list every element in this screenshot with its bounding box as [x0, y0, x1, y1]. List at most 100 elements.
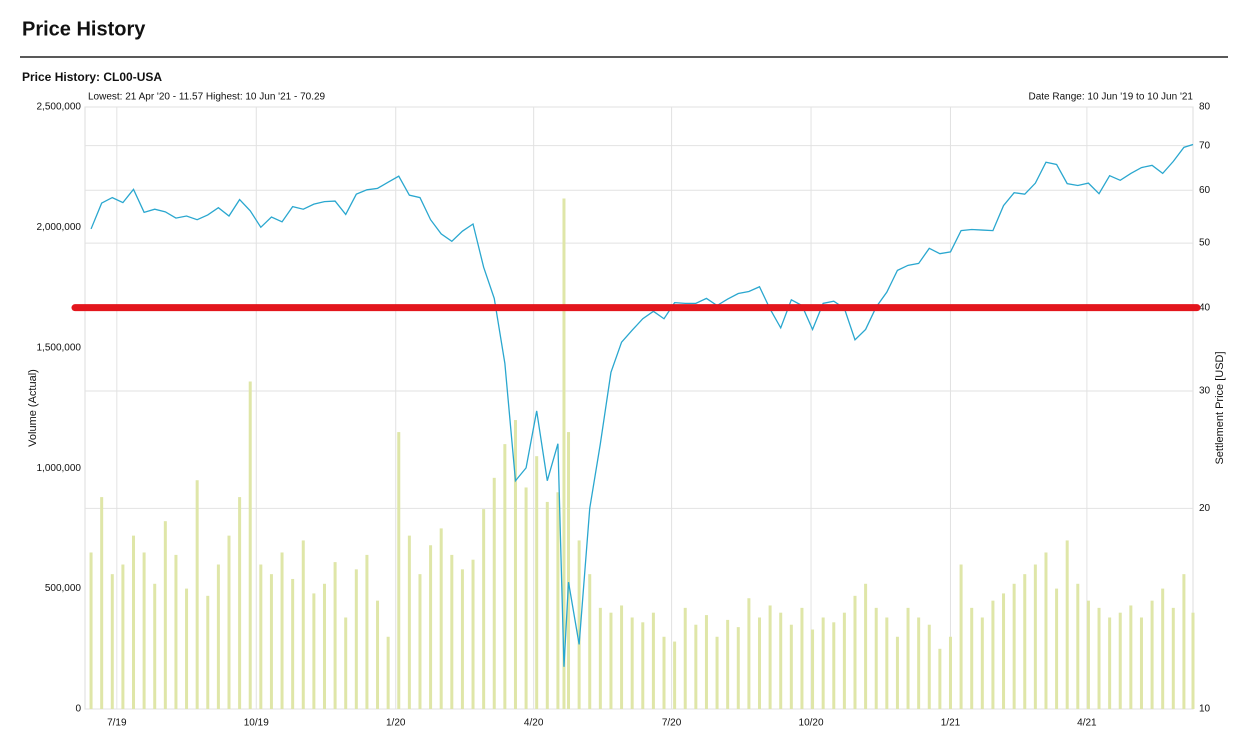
volume-bar: [503, 444, 507, 709]
x-tick-label: 1/20: [386, 718, 406, 729]
volume-bar: [1076, 583, 1080, 709]
volume-bar: [758, 617, 762, 709]
x-tick-label: 7/19: [107, 718, 127, 729]
volume-bar: [959, 564, 963, 709]
volume-bar: [895, 636, 899, 709]
volume-bar: [1065, 540, 1069, 709]
y2-tick-label: 60: [1199, 185, 1211, 196]
y2-tick-label: 50: [1199, 238, 1211, 249]
volume-bar: [683, 607, 687, 709]
volume-bar: [1108, 617, 1112, 709]
volume-bar: [280, 552, 284, 709]
y-axis-label: Volume (Actual): [27, 369, 39, 447]
volume-bar: [630, 617, 634, 709]
volume-bar: [354, 569, 358, 709]
volume-bar: [185, 588, 189, 709]
y-tick-label: 2,000,000: [37, 222, 82, 233]
volume-bar: [906, 607, 910, 709]
volume-bar: [365, 554, 369, 709]
y2-tick-label: 30: [1199, 386, 1211, 397]
volume-bar: [524, 487, 528, 709]
volume-bar: [726, 619, 730, 709]
volume-bar: [556, 492, 560, 709]
volume-bar: [864, 583, 868, 709]
volume-bar: [1139, 617, 1143, 709]
volume-bar: [100, 497, 104, 709]
y-tick-label: 1,000,000: [37, 463, 82, 474]
volume-bar: [545, 501, 549, 709]
date-range: Date Range: 10 Jun '19 to 10 Jun '21: [1029, 92, 1194, 103]
volume-bar: [609, 612, 613, 709]
volume-bar: [811, 629, 815, 709]
volume-bar: [397, 432, 401, 709]
volume-bar: [715, 636, 719, 709]
volume-bar: [938, 648, 942, 709]
volume-bar: [132, 535, 136, 709]
y2-axis-label: Settlement Price [USD]: [1214, 351, 1226, 464]
volume-bar: [577, 540, 581, 709]
volume-bar: [1086, 600, 1090, 709]
volume-bar: [917, 617, 921, 709]
volume-bar: [1191, 612, 1195, 709]
volume-bar: [562, 198, 566, 709]
x-tick-label: 10/19: [244, 718, 269, 729]
volume-bar: [376, 600, 380, 709]
volume-bar: [450, 554, 454, 709]
x-tick-label: 10/20: [799, 718, 824, 729]
volume-bar: [439, 528, 443, 709]
volume-bar: [1097, 607, 1101, 709]
volume-bar: [694, 624, 698, 709]
volume-bar: [641, 622, 645, 709]
volume-bar: [535, 456, 539, 709]
volume-bar: [800, 607, 804, 709]
volume-bar: [386, 636, 390, 709]
volume-bar: [163, 521, 167, 709]
volume-bar: [407, 535, 411, 709]
volume-bar: [991, 600, 995, 709]
volume-bar: [980, 617, 984, 709]
volume-bar: [269, 574, 273, 709]
volume-bar: [460, 569, 464, 709]
volume-bar: [948, 636, 952, 709]
y2-tick-label: 70: [1199, 140, 1211, 151]
volume-bar: [832, 622, 836, 709]
volume-bar: [567, 432, 571, 709]
volume-bar: [651, 612, 655, 709]
volume-bar: [779, 612, 783, 709]
page-title: Price History: [22, 18, 146, 40]
volume-bar: [1033, 564, 1037, 709]
y-tick-label: 500,000: [45, 583, 82, 594]
volume-bar: [673, 641, 677, 709]
volume-bar: [1182, 574, 1186, 709]
volume-bar: [301, 540, 305, 709]
volume-bar: [418, 574, 422, 709]
volume-bar: [471, 559, 475, 709]
volume-bar: [821, 617, 825, 709]
volume-bar: [927, 624, 931, 709]
volume-bar: [492, 477, 496, 709]
volume-bar: [429, 545, 433, 709]
volume-bar: [853, 595, 857, 709]
volume-bar: [704, 615, 708, 709]
volume-bar: [1150, 600, 1154, 709]
volume-bar: [333, 562, 337, 709]
volume-bar: [1171, 607, 1175, 709]
volume-bar: [1161, 588, 1165, 709]
volume-bar: [1118, 612, 1122, 709]
chart-subtitle: Lowest: 21 Apr '20 - 11.57 Highest: 10 J…: [88, 92, 326, 103]
volume-bar: [970, 607, 974, 709]
volume-bar: [736, 627, 740, 709]
volume-bar: [1044, 552, 1048, 709]
volume-bar: [216, 564, 220, 709]
volume-bar: [259, 564, 263, 709]
volume-bar: [598, 607, 602, 709]
y2-tick-label: 40: [1199, 302, 1211, 313]
x-tick-label: 4/20: [524, 718, 544, 729]
volume-bar: [768, 605, 772, 709]
x-tick-label: 7/20: [662, 718, 682, 729]
volume-bar: [1129, 605, 1133, 709]
y2-tick-label: 80: [1199, 102, 1211, 113]
volume-bar: [227, 535, 231, 709]
